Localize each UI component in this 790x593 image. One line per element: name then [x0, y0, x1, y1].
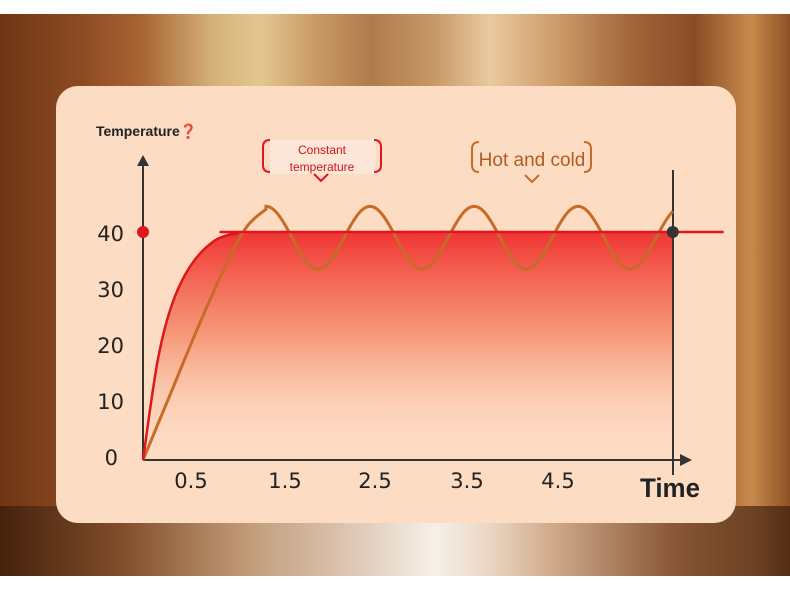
- x-axis-arrow: [680, 454, 692, 466]
- y-tick-0: 0: [105, 446, 118, 470]
- constant-temperature-line: [141, 230, 724, 461]
- end-40-marker: [666, 226, 679, 238]
- y-axis-arrow: [137, 155, 149, 166]
- y-tick-10: 10: [97, 390, 124, 414]
- hot-and-cold-line: [141, 204, 674, 461]
- x-tick-4.5: 4.5: [541, 469, 574, 493]
- x-tick-0.5: 0.5: [174, 469, 207, 493]
- y-tick-20: 20: [97, 334, 124, 358]
- y-axis-title: Temperature❓: [96, 123, 197, 140]
- x-tick-1.5: 1.5: [268, 469, 301, 493]
- constant-label-line2: temperature: [290, 160, 355, 174]
- y-tick-40: 40: [97, 222, 124, 246]
- x-tick-3.5: 3.5: [450, 469, 483, 493]
- constant-temperature-callout: Constant temperature: [262, 139, 382, 183]
- hot-and-cold-callout: Hot and cold: [471, 141, 592, 184]
- x-axis-title: Time: [640, 473, 700, 503]
- start-40-marker: [137, 226, 149, 238]
- constant-label-line1: Constant: [298, 143, 347, 157]
- constant-temperature-fill: [143, 231, 673, 460]
- y-tick-30: 30: [97, 278, 124, 302]
- hot-and-cold-label: Hot and cold: [479, 150, 586, 171]
- x-tick-2.5: 2.5: [358, 469, 391, 493]
